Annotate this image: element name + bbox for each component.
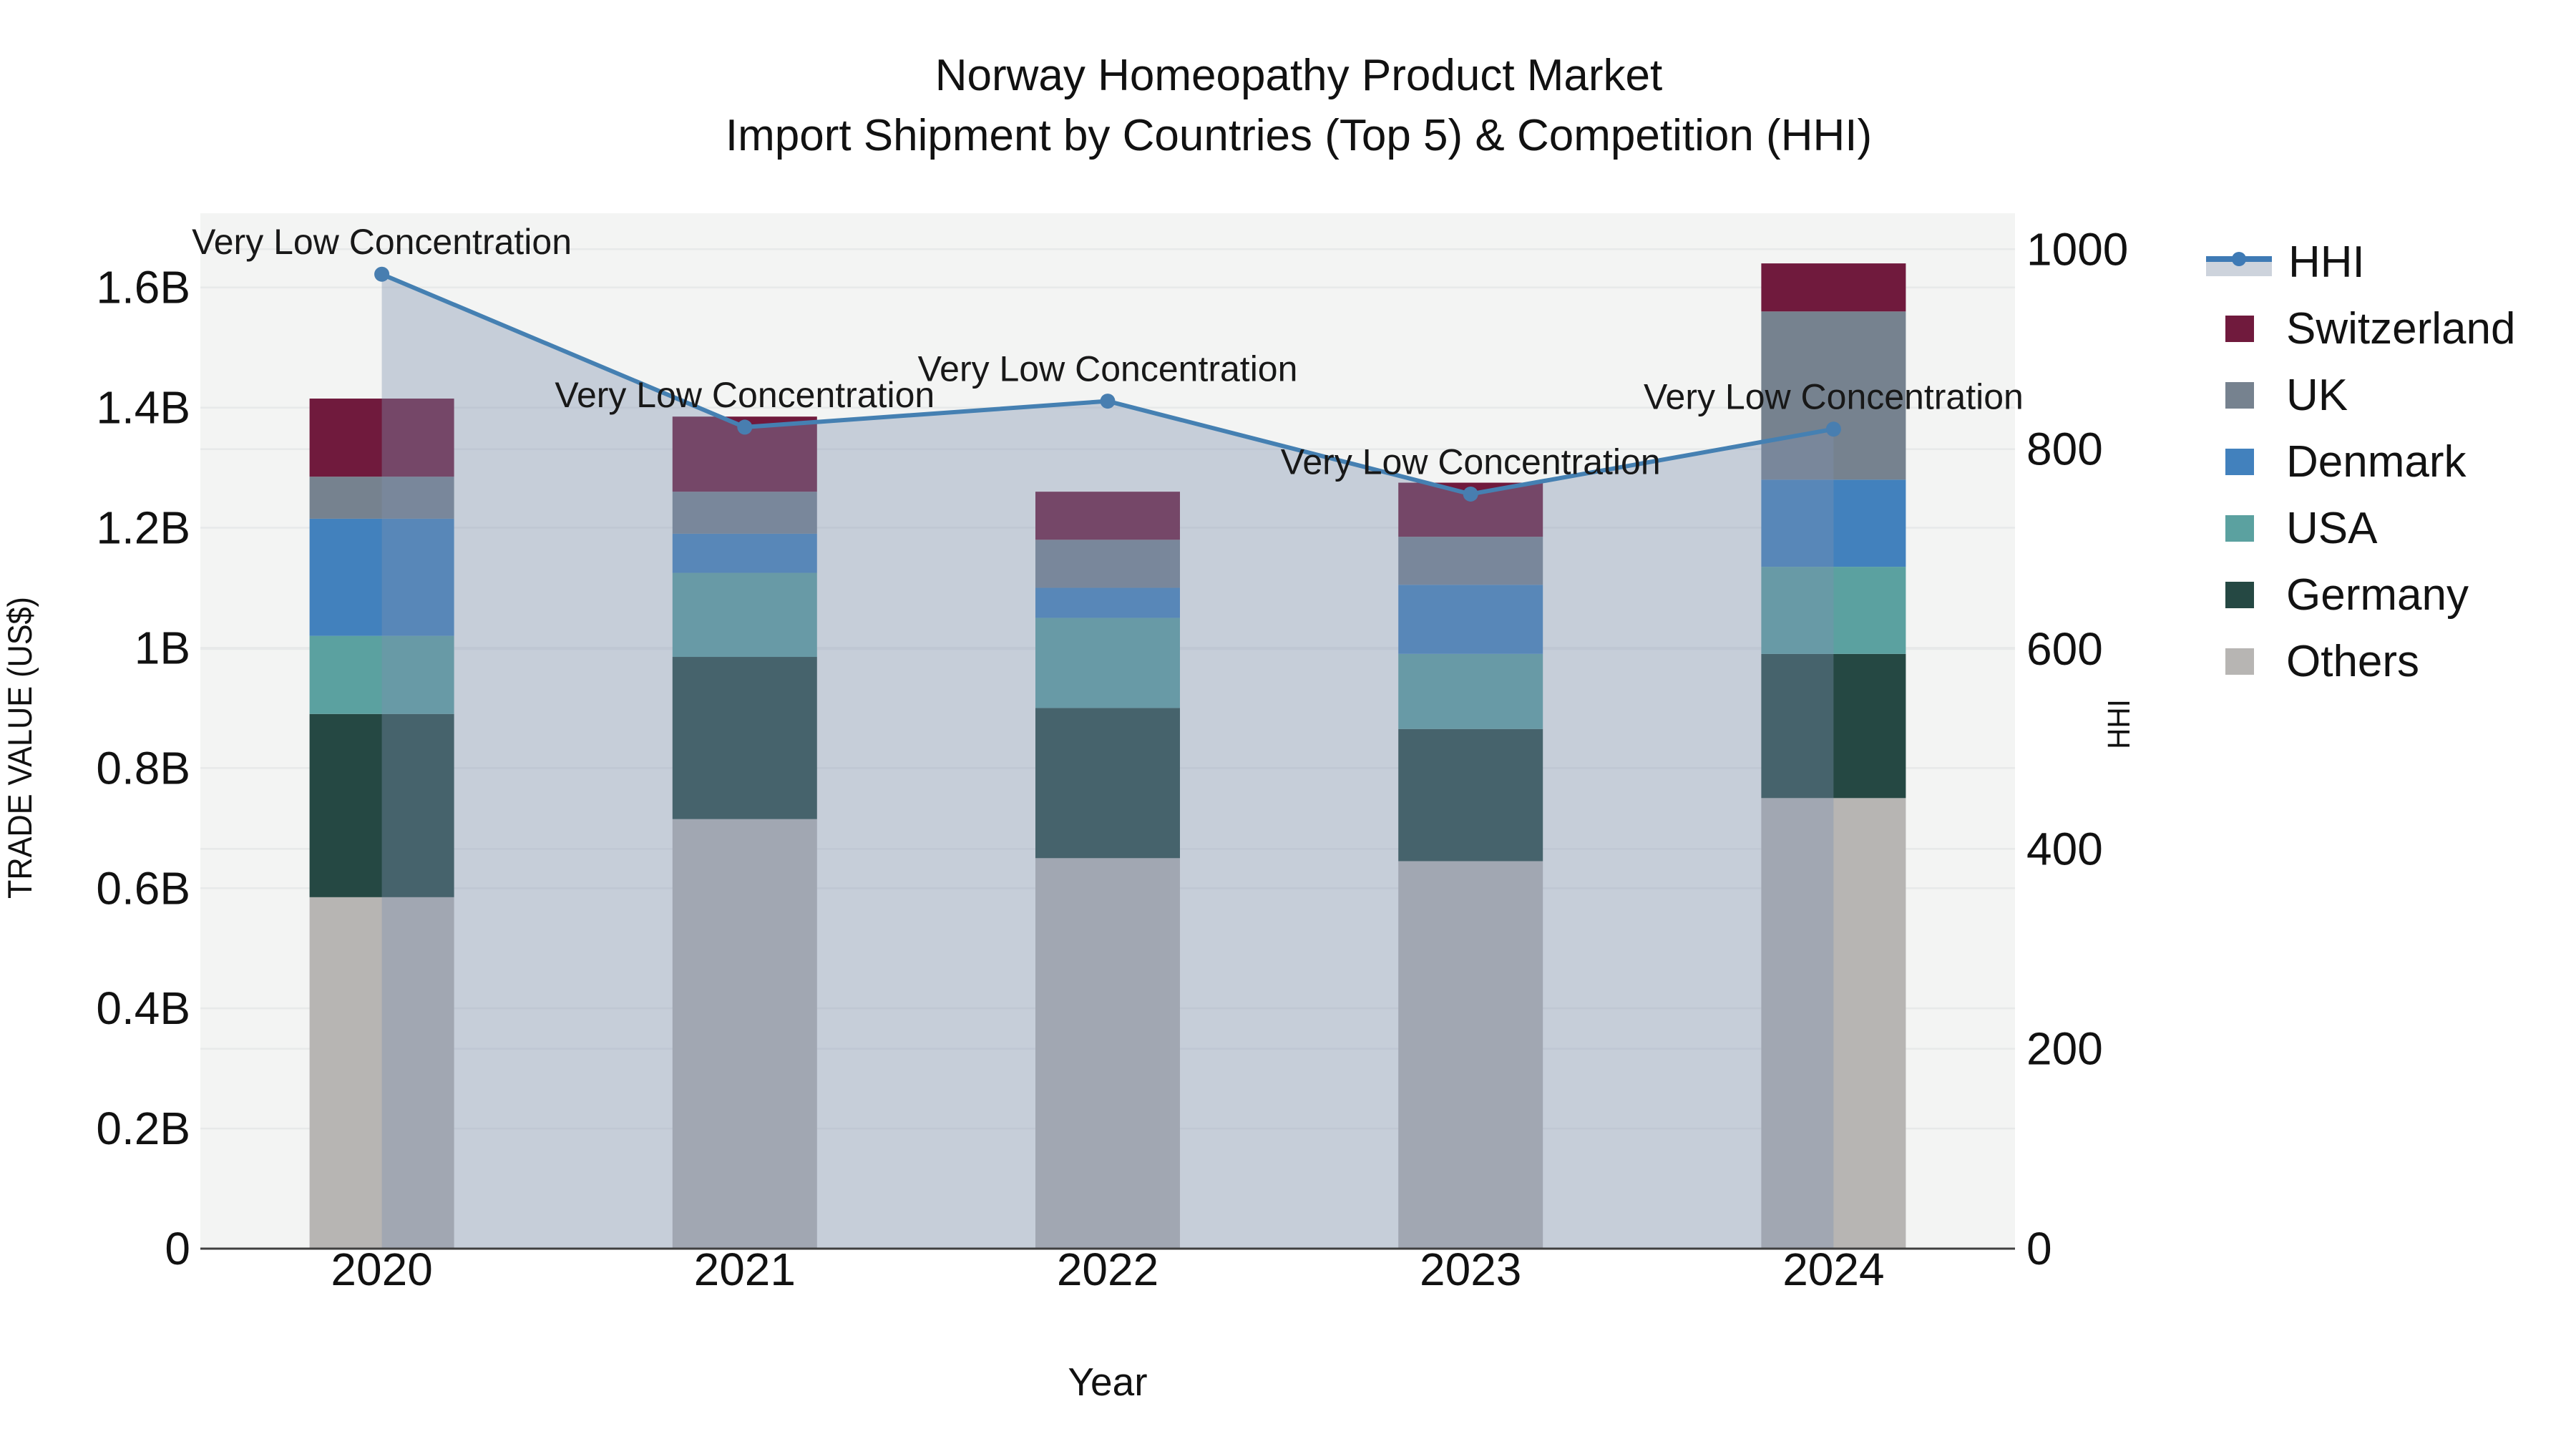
legend-item-uk[interactable]: UK [2206, 362, 2571, 429]
legend-swatch-germany [2225, 582, 2254, 608]
y-left-tick-0.4B: 0.4B [96, 982, 190, 1034]
y-right-tick-1000: 1000 [2026, 223, 2128, 275]
legend-item-germany[interactable]: Germany [2206, 562, 2571, 628]
legend-label-germany: Germany [2286, 570, 2469, 620]
y-left-tick-1.6B: 1.6B [96, 262, 190, 313]
hhi-area-fill [381, 274, 1834, 1249]
bar-segment-switzerland-2024[interactable] [1761, 263, 1906, 312]
y-left-tick-1B: 1B [135, 622, 190, 673]
bar-segment-others-2023[interactable] [1398, 861, 1543, 1249]
legend-label-denmark: Denmark [2286, 437, 2467, 487]
legend-item-hhi[interactable]: HHI [2206, 229, 2571, 296]
bar-segment-others-2024[interactable] [1761, 798, 1906, 1249]
legend-item-usa[interactable]: USA [2206, 495, 2571, 562]
bar-segment-denmark-2024[interactable] [1761, 479, 1906, 567]
bar-segment-germany-2021[interactable] [672, 657, 817, 819]
legend-swatch-uk [2225, 382, 2254, 409]
bar-segment-usa-2024[interactable] [1761, 567, 1906, 654]
bar-segment-uk-2021[interactable] [672, 492, 817, 534]
bar-segment-uk-2023[interactable] [1398, 537, 1543, 585]
legend-label-usa: USA [2286, 504, 2378, 553]
hhi-point-2022[interactable] [1100, 394, 1116, 409]
x-tick-2023: 2023 [1420, 1244, 1521, 1295]
bar-segment-denmark-2020[interactable] [309, 518, 454, 636]
legend-item-denmark[interactable]: Denmark [2206, 429, 2571, 495]
x-tick-2024: 2024 [1782, 1244, 1884, 1295]
x-tick-2022: 2022 [1057, 1244, 1158, 1295]
bar-segment-others-2021[interactable] [672, 819, 817, 1249]
legend-swatch-denmark [2225, 449, 2254, 475]
bar-segment-switzerland-2020[interactable] [309, 399, 454, 477]
legend-swatch-switzerland [2225, 316, 2254, 342]
bar-segment-usa-2023[interactable] [1398, 653, 1543, 729]
annotation-2022: Very Low Concentration [918, 349, 1298, 389]
legend-label-others: Others [2286, 637, 2420, 686]
chart-title-line2: Import Shipment by Countries (Top 5) & C… [725, 111, 1873, 160]
bar-segment-switzerland-2022[interactable] [1035, 492, 1180, 540]
chart-title-line1: Norway Homeopathy Product Market [935, 51, 1663, 100]
legend-item-others[interactable]: Others [2206, 628, 2571, 695]
bar-segment-germany-2023[interactable] [1398, 728, 1543, 862]
legend-label-hhi: HHI [2288, 238, 2365, 287]
y-left-tick-1.4B: 1.4B [96, 382, 190, 434]
legend-swatch-others [2225, 648, 2254, 675]
bar-segment-usa-2021[interactable] [672, 572, 817, 658]
bar-segment-uk-2022[interactable] [1035, 540, 1180, 588]
y-left-tick-0.8B: 0.8B [96, 742, 190, 794]
bar-segment-denmark-2022[interactable] [1035, 587, 1180, 618]
bar-segment-others-2020[interactable] [309, 897, 454, 1249]
bar-segment-denmark-2021[interactable] [672, 533, 817, 573]
bar-segment-others-2022[interactable] [1035, 858, 1180, 1249]
bar-segment-germany-2022[interactable] [1035, 708, 1180, 859]
hhi-point-2023[interactable] [1463, 486, 1478, 502]
y-left-tick-0.6B: 0.6B [96, 862, 190, 914]
bar-segment-usa-2022[interactable] [1035, 618, 1180, 708]
bar-segment-usa-2020[interactable] [309, 635, 454, 714]
x-tick-2021: 2021 [694, 1244, 796, 1295]
hhi-point-2021[interactable] [737, 419, 753, 435]
bar-segment-germany-2024[interactable] [1761, 653, 1906, 799]
y-right-axis-title: HHI [2101, 699, 2136, 749]
legend-hhi-marker-icon [2232, 251, 2246, 266]
legend-label-uk: UK [2286, 371, 2348, 420]
x-tick-2020: 2020 [331, 1244, 432, 1295]
y-right-tick-600: 600 [2026, 623, 2103, 675]
chart-title: Norway Homeopathy Product Market Import … [21, 0, 2576, 166]
y-right-tick-800: 800 [2026, 424, 2103, 475]
y-left-tick-1.2B: 1.2B [96, 502, 190, 554]
bar-series [309, 263, 1906, 1249]
y-right-tick-400: 400 [2026, 823, 2103, 874]
legend-line-swatch-hhi [2206, 251, 2272, 276]
annotation-2023: Very Low Concentration [1281, 441, 1661, 482]
annotation-2024: Very Low Concentration [1644, 377, 2024, 417]
y-left-tick-0: 0 [165, 1223, 190, 1274]
y-left-tick-0.2B: 0.2B [96, 1103, 190, 1154]
legend-item-switzerland[interactable]: Switzerland [2206, 296, 2571, 362]
bar-segment-germany-2020[interactable] [309, 713, 454, 897]
bar-segment-uk-2024[interactable] [1761, 311, 1906, 480]
annotation-2020: Very Low Concentration [192, 222, 572, 262]
bar-segment-uk-2020[interactable] [309, 477, 454, 519]
annotation-2021: Very Low Concentration [555, 375, 935, 415]
hhi-point-2024[interactable] [1825, 421, 1841, 437]
legend-swatch-usa [2225, 515, 2254, 542]
y-right-tick-0: 0 [2026, 1223, 2052, 1274]
hhi-point-2020[interactable] [374, 266, 390, 282]
legend: HHI Switzerland UK Denmark USA Germany Others [2206, 229, 2571, 695]
y-left-axis-title: TRADE VALUE (US$) [1, 597, 39, 899]
y-right-tick-200: 200 [2026, 1023, 2103, 1075]
bar-segment-denmark-2023[interactable] [1398, 585, 1543, 654]
x-axis-title: Year [1068, 1360, 1147, 1404]
legend-label-switzerland: Switzerland [2286, 304, 2516, 353]
